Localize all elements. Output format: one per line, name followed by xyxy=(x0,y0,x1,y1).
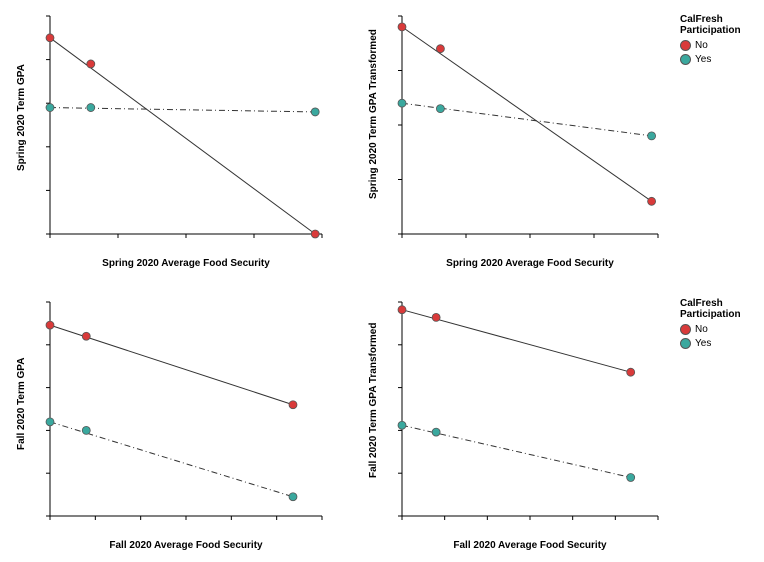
series-line-no xyxy=(402,27,652,201)
marker-no xyxy=(398,306,406,314)
chart-svg: 3.303.403.503.603.703.800.000.501.001.50… xyxy=(44,296,328,522)
marker-yes xyxy=(46,418,54,426)
chart-svg: .70.75.80.85.900.001.002.003.004.00 xyxy=(396,10,664,240)
y-axis-label: Spring 2020 Term GPA xyxy=(16,64,27,171)
marker-no xyxy=(398,23,406,31)
legend-dot-no xyxy=(680,40,691,51)
legend-bottom: CalFresh Participation No Yes xyxy=(680,298,741,350)
legend-title: CalFresh Participation xyxy=(680,298,741,320)
marker-yes xyxy=(46,104,54,112)
chart-spring-gpa-transformed: .70.75.80.85.900.001.002.003.004.00Sprin… xyxy=(396,10,664,240)
legend-title-l1: CalFresh xyxy=(680,14,741,25)
legend-label-no: No xyxy=(695,324,708,335)
marker-yes xyxy=(627,473,635,481)
marker-no xyxy=(311,230,319,238)
marker-no xyxy=(46,321,54,329)
legend-title: CalFresh Participation xyxy=(680,14,741,36)
x-axis-label: Spring 2020 Average Food Security xyxy=(396,258,664,269)
marker-no xyxy=(432,313,440,321)
x-axis-label: Fall 2020 Average Food Security xyxy=(44,540,328,551)
marker-no xyxy=(82,332,90,340)
legend-label-yes: Yes xyxy=(695,54,711,65)
legend-item-yes: Yes xyxy=(680,336,741,350)
y-axis-label: Fall 2020 Term GPA Transformed xyxy=(368,323,379,478)
legend-dot-no xyxy=(680,324,691,335)
legend-title-l2: Participation xyxy=(680,309,741,320)
marker-no xyxy=(436,45,444,53)
marker-no xyxy=(46,34,54,42)
marker-no xyxy=(289,401,297,409)
marker-yes xyxy=(398,421,406,429)
legend-dot-yes xyxy=(680,54,691,65)
legend-label-no: No xyxy=(695,40,708,51)
legend-top: CalFresh Participation No Yes xyxy=(680,14,741,66)
marker-yes xyxy=(82,426,90,434)
marker-yes xyxy=(436,105,444,113)
x-axis-label: Fall 2020 Average Food Security xyxy=(396,540,664,551)
marker-yes xyxy=(398,99,406,107)
legend-label-yes: Yes xyxy=(695,338,711,349)
legend-title-l2: Participation xyxy=(680,25,741,36)
marker-no xyxy=(87,60,95,68)
marker-yes xyxy=(87,104,95,112)
chart-svg: .60.65.70.75.80.850.000.501.001.502.002.… xyxy=(396,296,664,522)
legend-dot-yes xyxy=(680,338,691,349)
y-axis-label: Fall 2020 Term GPA xyxy=(16,358,27,450)
chart-fall-gpa-transformed: .60.65.70.75.80.850.000.501.001.502.002.… xyxy=(396,296,664,522)
legend-item-yes: Yes xyxy=(680,52,741,66)
y-axis-label: Spring 2020 Term GPA Transformed xyxy=(368,29,379,199)
marker-no xyxy=(648,197,656,205)
marker-yes xyxy=(289,493,297,501)
chart-spring-gpa: 3.403.503.603.703.803.900.001.002.003.00… xyxy=(44,10,328,240)
marker-yes xyxy=(648,132,656,140)
marker-no xyxy=(627,368,635,376)
legend-title-l1: CalFresh xyxy=(680,298,741,309)
x-axis-label: Spring 2020 Average Food Security xyxy=(44,258,328,269)
chart-fall-gpa: 3.303.403.503.603.703.800.000.501.001.50… xyxy=(44,296,328,522)
legend-item-no: No xyxy=(680,38,741,52)
legend-item-no: No xyxy=(680,322,741,336)
chart-svg: 3.403.503.603.703.803.900.001.002.003.00… xyxy=(44,10,328,240)
marker-yes xyxy=(432,428,440,436)
marker-yes xyxy=(311,108,319,116)
